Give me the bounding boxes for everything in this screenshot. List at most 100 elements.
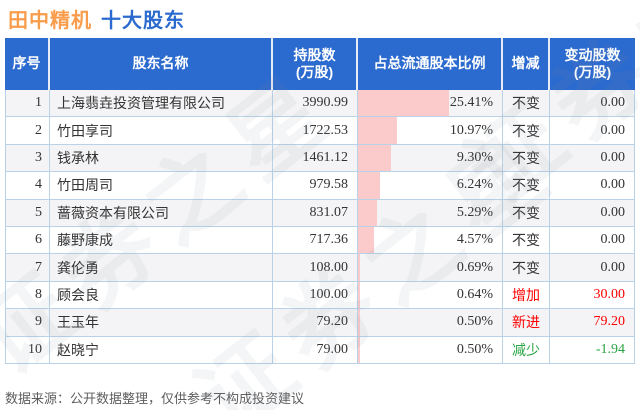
col-header-delta: 变动股数 (万股) [550,38,635,90]
change-status-cell: 减少 [503,336,550,364]
percent-value: 0.69% [456,259,493,275]
percent-cell: 10.97% [358,117,503,145]
percent-value: 0.50% [456,314,493,330]
rank-cell: 4 [5,172,50,200]
title-suffix: 十大股东 [101,10,185,32]
percent-bar [358,199,378,226]
percent-bar [358,117,398,144]
shareholder-name-cell: 王玉年 [50,309,273,337]
percent-bar [358,281,361,309]
shares-held-cell: 1722.53 [273,117,358,145]
rank-cell: 9 [5,309,50,337]
change-status-cell: 增加 [503,281,550,310]
table-row: 9 王玉年 79.20 0.50% 新进 79.20 [5,309,635,337]
percent-cell: 0.50% [358,309,503,337]
shareholder-name-cell: 钱承林 [50,144,273,173]
change-shares-cell: 0.00 [550,199,635,227]
col-header-shares: 持股数 (万股) [273,38,358,90]
change-status-cell: 不变 [503,90,550,118]
percent-value: 10.97% [449,122,493,138]
shares-held-cell: 100.00 [273,281,358,310]
percent-value: 5.29% [456,204,493,220]
change-shares-cell: -1.94 [550,336,635,364]
percent-value: 6.24% [456,177,493,193]
shares-held-cell: 3990.99 [273,90,358,118]
change-shares-cell: 0.00 [550,254,635,282]
percent-value: 4.57% [456,232,493,248]
rank-cell: 8 [5,281,50,310]
change-status-cell: 不变 [503,117,550,145]
percent-value: 9.30% [456,149,493,165]
shareholder-name-cell: 蔷薇资本有限公司 [50,199,273,227]
percent-cell: 0.64% [358,281,503,310]
percent-cell: 6.24% [358,172,503,200]
percent-cell: 4.57% [358,226,503,255]
percent-bar [358,144,392,172]
col-header-percent: 占总流通股本比例 [358,38,503,90]
rank-cell: 10 [5,336,50,364]
table-row: 10 赵晓宁 79.00 0.50% 减少 -1.94 [5,336,635,364]
percent-bar [358,90,450,117]
percent-cell: 0.50% [358,336,503,364]
change-shares-cell: 0.00 [550,117,635,145]
change-shares-cell: 0.00 [550,226,635,255]
percent-bar [358,172,381,199]
stock-name: 田中精机 [8,10,92,32]
shareholder-name-cell: 上海翡垚投资管理有限公司 [50,90,273,118]
shares-held-cell: 79.20 [273,309,358,337]
col-header-name: 股东名称 [50,38,273,90]
table-row: 2 竹田享司 1722.53 10.97% 不变 0.00 [5,117,635,145]
shares-held-cell: 717.36 [273,226,358,255]
change-status-cell: 新进 [503,309,550,337]
table-row: 1 上海翡垚投资管理有限公司 3990.99 25.41% 不变 0.00 [5,90,635,118]
percent-cell: 25.41% [358,90,503,118]
table-row: 6 藤野康成 717.36 4.57% 不变 0.00 [5,226,635,255]
percent-cell: 5.29% [358,199,503,227]
shares-held-cell: 79.00 [273,336,358,364]
percent-value: 0.64% [456,286,493,302]
page-title: 田中精机 十大股东 [8,4,185,33]
shares-held-cell: 1461.12 [273,144,358,173]
percent-bar [358,254,361,281]
table-body: 1 上海翡垚投资管理有限公司 3990.99 25.41% 不变 0.00 2 竹田享司 172… [5,90,635,364]
table-row: 4 竹田周司 979.58 6.24% 不变 0.00 [5,172,635,200]
shareholder-name-cell: 藤野康成 [50,226,273,255]
change-shares-cell: 0.00 [550,144,635,173]
shareholder-name-cell: 竹田享司 [50,117,273,145]
change-status-cell: 不变 [503,172,550,200]
rank-cell: 1 [5,90,50,118]
percent-cell: 9.30% [358,144,503,173]
change-shares-cell: 0.00 [550,172,635,200]
change-status-cell: 不变 [503,226,550,255]
change-shares-cell: 30.00 [550,281,635,310]
change-shares-cell: 79.20 [550,309,635,337]
percent-bar [358,226,375,254]
shares-held-cell: 108.00 [273,254,358,282]
percent-value: 25.41% [449,95,493,111]
shares-held-cell: 831.07 [273,199,358,227]
table-row: 8 顾会良 100.00 0.64% 增加 30.00 [5,281,635,310]
shareholders-table: 序号 股东名称 持股数 (万股) 占总流通股本比例 增减 变动股数 (万股) 1… [5,38,635,364]
percent-value: 0.50% [456,341,493,357]
shareholder-name-cell: 顾会良 [50,281,273,310]
data-source-note: 数据来源：公开数据整理，仅供参考不构成投资建议 [5,391,305,406]
shareholder-name-cell: 龚伦勇 [50,254,273,282]
col-header-change: 增减 [503,38,550,90]
col-header-rank: 序号 [5,38,50,90]
change-shares-cell: 0.00 [550,90,635,118]
table-row: 7 龚伦勇 108.00 0.69% 不变 0.00 [5,254,635,282]
table-row: 5 蔷薇资本有限公司 831.07 5.29% 不变 0.00 [5,199,635,227]
percent-cell: 0.69% [358,254,503,282]
percent-bar [358,309,360,336]
rank-cell: 2 [5,117,50,145]
shares-held-cell: 979.58 [273,172,358,200]
table-row: 3 钱承林 1461.12 9.30% 不变 0.00 [5,144,635,173]
rank-cell: 5 [5,199,50,227]
rank-cell: 7 [5,254,50,282]
change-status-cell: 不变 [503,199,550,227]
shareholder-name-cell: 赵晓宁 [50,336,273,364]
change-status-cell: 不变 [503,254,550,282]
table-header: 序号 股东名称 持股数 (万股) 占总流通股本比例 增减 变动股数 (万股) [5,38,635,90]
shareholder-name-cell: 竹田周司 [50,172,273,200]
